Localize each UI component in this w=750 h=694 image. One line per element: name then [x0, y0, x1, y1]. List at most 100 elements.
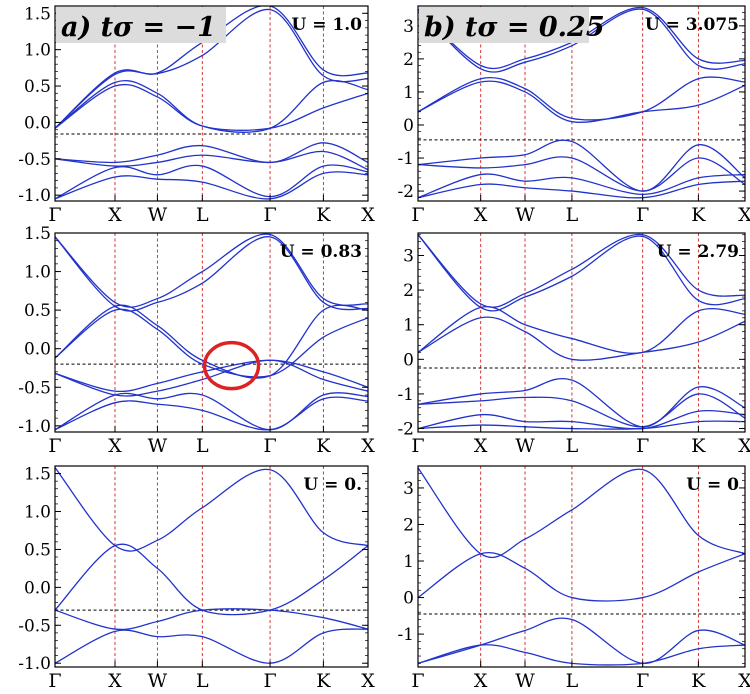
x-tick-label: K: [691, 670, 706, 692]
u-annotation: U = 1.0: [292, 15, 363, 35]
y-tick-label: 3: [403, 479, 414, 499]
band-line: [55, 8, 368, 129]
band-line: [55, 150, 368, 171]
x-tick-label: L: [566, 435, 579, 457]
y-tick-label: -1: [397, 625, 414, 645]
band-line: [418, 305, 745, 354]
y-tick-label: 1: [403, 316, 414, 336]
u-annotation: U = 3.075: [645, 15, 739, 35]
y-tick-label: 2: [403, 281, 414, 301]
y-tick-label: -0.5: [18, 616, 51, 636]
x-tick-label: L: [196, 204, 209, 226]
x-tick-label: W: [515, 435, 535, 457]
x-tick-label: X: [738, 670, 750, 692]
u-annotation: U = 2.79: [657, 242, 739, 262]
y-tick-label: 0.0: [24, 340, 51, 360]
highlight-circle: [202, 340, 261, 391]
title-box: [56, 7, 226, 43]
panel-b-middle: -2 -1 0 1 2 3 Γ X W L Γ K X U = 2.79: [397, 232, 750, 457]
y-tick-label: 0.0: [24, 113, 51, 133]
band-line: [55, 543, 368, 616]
band-line: [55, 359, 368, 397]
y-tick-label: 3: [403, 17, 414, 37]
y-tick-label: 1.5: [24, 4, 51, 24]
x-tick-label: K: [316, 204, 331, 226]
x-tick-label: W: [148, 204, 168, 226]
x-tick-label: X: [361, 435, 375, 457]
panel-b-bottom: -1 0 1 2 3 Γ X W L Γ K X U = 0: [397, 465, 750, 692]
band-line: [55, 396, 368, 431]
band-line: [55, 164, 368, 200]
band-line: [418, 551, 745, 602]
band-group: [418, 467, 745, 666]
x-tick-label: Γ: [48, 670, 61, 692]
y-tick-label: 1.5: [24, 224, 51, 244]
x-tick-label: X: [108, 204, 122, 226]
y-tick-label: 0: [403, 116, 414, 136]
band-line: [418, 393, 745, 428]
band-line: [55, 83, 368, 131]
u-annotation: U = 0.83: [280, 242, 362, 262]
x-tick-label: K: [316, 670, 331, 692]
y-tick-label: -1.0: [18, 186, 51, 206]
x-tick-label: L: [566, 204, 579, 226]
x-tick-label: X: [474, 204, 488, 226]
u-annotation: U = 0.: [303, 475, 362, 495]
band-line: [418, 233, 745, 308]
x-tick-label: W: [148, 670, 168, 692]
band-line: [55, 304, 368, 379]
plot-frame: [54, 232, 369, 433]
band-line: [418, 316, 745, 361]
band-group: [418, 6, 745, 199]
x-tick-label: K: [691, 204, 706, 226]
x-tick-label: W: [515, 204, 535, 226]
column-title: b) tσ = 0.25: [419, 7, 605, 43]
x-tick-label: Γ: [48, 435, 61, 457]
x-tick-label: Γ: [636, 204, 649, 226]
band-line: [55, 142, 368, 164]
band-line: [55, 171, 368, 200]
y-tick-label: -0.5: [18, 150, 51, 170]
y-tick-label: 1: [403, 552, 414, 572]
plot-frame: [417, 5, 746, 202]
x-tick-label: X: [361, 670, 375, 692]
x-tick-label: Γ: [636, 435, 649, 457]
band-group: [418, 233, 745, 430]
x-tick-label: X: [108, 670, 122, 692]
band-line: [418, 180, 745, 199]
band-line: [55, 628, 368, 664]
band-line: [418, 8, 745, 73]
y-tick-label: 1: [403, 83, 414, 103]
band-line: [418, 156, 745, 192]
y-tick-label: 0.5: [24, 301, 51, 321]
x-tick-label: Γ: [411, 435, 424, 457]
y-tick-label: 1.5: [24, 465, 51, 485]
band-line: [55, 233, 368, 308]
x-tick-label: L: [196, 435, 209, 457]
band-group: [55, 233, 368, 431]
band-line: [418, 80, 745, 123]
column-title: a) tσ = −1: [56, 7, 226, 43]
panel-a-top: -1.0 -0.5 0.0 0.5 1.0 1.5 Γ X W L Γ K X U = 1.0 a) tσ …: [18, 4, 375, 226]
x-tick-label: Γ: [263, 435, 276, 457]
x-tick-label: X: [361, 204, 375, 226]
y-tick-label: 0.5: [24, 77, 51, 97]
band-line: [418, 76, 745, 121]
x-tick-label: W: [148, 435, 168, 457]
band-line: [55, 359, 368, 393]
x-tick-label: L: [566, 670, 579, 692]
band-line: [418, 378, 745, 428]
plot-frame: [417, 232, 746, 433]
x-tick-label: Γ: [263, 670, 276, 692]
y-tick-label: -2: [397, 420, 414, 440]
band-line: [418, 173, 745, 199]
y-tick-label: 2: [403, 50, 414, 70]
y-tick-label: -1: [397, 149, 414, 169]
panel-b-top: -2 -1 0 1 2 3 Γ X W L Γ K X U = 3.075 b) tσ = 0.25: [397, 5, 750, 226]
x-tick-label: W: [515, 670, 535, 692]
y-tick-label: -1.0: [18, 417, 51, 437]
x-tick-label: Γ: [263, 204, 276, 226]
band-line: [418, 410, 745, 430]
panel-a-middle: -1.0 -0.5 0.0 0.5 1.0 1.5 Γ X W L Γ K X U = 0.83: [18, 224, 375, 457]
band-line: [418, 467, 745, 559]
